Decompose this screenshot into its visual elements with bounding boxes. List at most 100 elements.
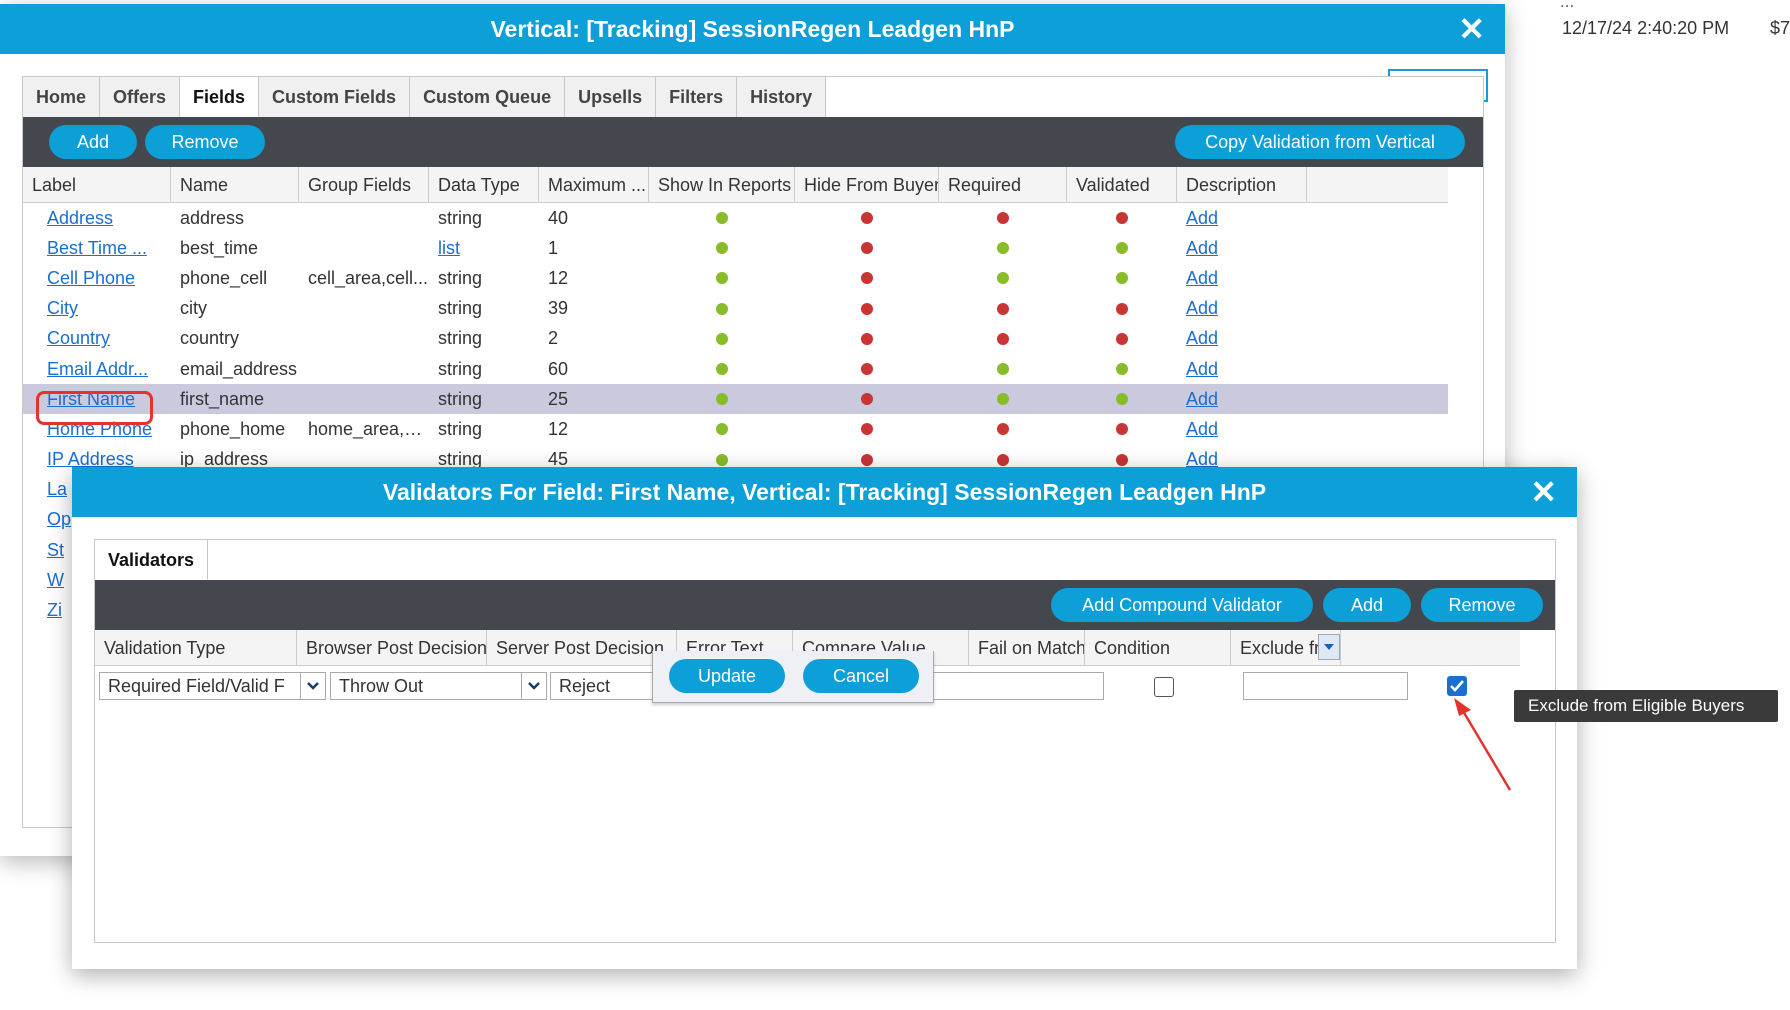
browser-post-decision-select[interactable]: Throw Out (330, 672, 522, 700)
green-status-dot-icon (716, 363, 728, 376)
validators-toolbar: Add Compound Validator Add Remove (95, 580, 1555, 630)
table-row[interactable]: Home Phone phone_home home_area,h... string… (23, 414, 1448, 444)
update-button[interactable]: Update (669, 659, 785, 693)
tab-filters[interactable]: Filters (656, 77, 738, 117)
add-field-button[interactable]: Add (49, 125, 137, 159)
description-add-link[interactable]: Add (1186, 388, 1219, 409)
column-header[interactable]: Name (171, 167, 299, 203)
remove-validator-button[interactable]: Remove (1421, 588, 1543, 622)
column-header[interactable]: Hide From Buyer (795, 167, 939, 203)
column-header[interactable]: Condition (1085, 630, 1231, 666)
description-add-link[interactable]: Add (1186, 418, 1219, 439)
red-status-dot-icon (861, 332, 873, 345)
field-label-link[interactable]: W (47, 569, 64, 590)
condition-input[interactable] (1243, 672, 1408, 700)
validators-window: Validators For Field: First Name, Vertic… (72, 467, 1577, 969)
column-header[interactable]: Show In Reports (649, 167, 795, 203)
tab-upsells[interactable]: Upsells (565, 77, 657, 117)
field-label-link[interactable]: Zi (47, 600, 62, 621)
table-row[interactable]: First Name first_name string 25 Add (23, 384, 1448, 415)
column-header-label: Server Post Decision (496, 638, 665, 658)
tab-validators[interactable]: Validators (95, 540, 209, 580)
table-row[interactable]: Best Time ... best_time list 1 Add (23, 233, 1448, 263)
tab-history[interactable]: History (737, 77, 827, 117)
column-header[interactable]: Description (1177, 167, 1307, 203)
column-header[interactable]: Label (23, 167, 171, 203)
column-header[interactable]: Validation Type (95, 630, 297, 666)
add-compound-validator-button[interactable]: Add Compound Validator (1051, 588, 1313, 622)
green-status-dot-icon (716, 423, 728, 436)
description-add-link[interactable]: Add (1186, 207, 1219, 228)
column-header[interactable]: Fail on Match (969, 630, 1085, 666)
table-row[interactable]: Cell Phone phone_cell cell_area,cell... str… (23, 263, 1448, 293)
validators-window-title: Validators For Field: First Name, Vertic… (382, 479, 1267, 505)
fail-on-match-checkbox[interactable] (1154, 677, 1174, 697)
green-status-dot-icon (1116, 272, 1128, 285)
green-status-dot-icon (1116, 363, 1128, 376)
column-header[interactable]: Validated (1067, 167, 1177, 203)
field-label-link[interactable]: La (47, 479, 68, 500)
validation-type-select[interactable]: Required Field/Valid F (99, 672, 301, 700)
red-status-dot-icon (1116, 212, 1128, 225)
field-type: string (438, 328, 483, 349)
description-add-link[interactable]: Add (1186, 237, 1219, 258)
green-status-dot-icon (716, 212, 728, 225)
description-add-link[interactable]: Add (1186, 267, 1219, 288)
column-header[interactable]: Group Fields (299, 167, 429, 203)
tab-offers[interactable]: Offers (100, 77, 181, 117)
first-name-highlight (36, 391, 153, 425)
table-row[interactable]: Email Addr... email_address string 60 Add (23, 354, 1448, 384)
field-name: first_name (180, 388, 265, 409)
column-header[interactable]: Server Post Decision (487, 630, 677, 666)
table-row[interactable]: Address address string 40 Add (23, 203, 1448, 233)
table-row[interactable]: IP Address ip_address string 45 Add (23, 445, 1448, 475)
description-add-link[interactable]: Add (1186, 358, 1219, 379)
description-add-link[interactable]: Add (1186, 328, 1219, 349)
field-label-link[interactable]: Cell Phone (47, 267, 136, 288)
column-menu-icon[interactable] (1318, 634, 1340, 660)
red-status-dot-icon (861, 212, 873, 225)
field-label-link[interactable]: Best Time ... (47, 237, 148, 258)
compare-value-input[interactable] (905, 672, 1104, 700)
tab-fields[interactable]: Fields (180, 77, 260, 117)
description-add-link[interactable]: Add (1186, 298, 1219, 319)
background-datetime: 12/17/24 2:40:20 PM (1562, 18, 1730, 38)
column-header[interactable]: Required (939, 167, 1067, 203)
field-type[interactable]: list (438, 237, 460, 258)
row-edit-bar: Update Cancel (652, 651, 934, 703)
exclude-checkbox[interactable] (1447, 676, 1467, 696)
red-status-dot-icon (861, 363, 873, 376)
field-label-link[interactable]: St (47, 539, 65, 560)
cancel-button[interactable]: Cancel (803, 659, 919, 693)
close-icon[interactable]: ✕ (1530, 474, 1557, 510)
field-name: email_address (180, 358, 298, 379)
table-row[interactable]: City city string 39 Add (23, 294, 1448, 324)
column-header[interactable]: Exclude fr.. (1231, 630, 1341, 666)
tab-home[interactable]: Home (23, 77, 101, 117)
tab-custom-fields[interactable]: Custom Fields (259, 77, 411, 117)
add-validator-button[interactable]: Add (1323, 588, 1411, 622)
field-type: string (438, 298, 483, 319)
chevron-down-icon[interactable] (300, 672, 326, 700)
column-header[interactable]: Maximum ... (539, 167, 649, 203)
field-label-link[interactable]: Country (47, 328, 111, 349)
column-header[interactable]: Browser Post Decision (297, 630, 487, 666)
chevron-down-icon[interactable] (521, 672, 547, 700)
field-name: country (180, 328, 240, 349)
red-status-dot-icon (1116, 332, 1128, 345)
field-label-link[interactable]: Op (47, 509, 72, 530)
close-icon[interactable]: ✕ (1458, 11, 1485, 47)
column-header[interactable]: Data Type (429, 167, 539, 203)
remove-field-button[interactable]: Remove (145, 125, 265, 159)
field-label-link[interactable]: Address (47, 207, 114, 228)
field-label-link[interactable]: City (47, 298, 78, 319)
copy-validation-button[interactable]: Copy Validation from Vertical (1175, 125, 1465, 159)
table-row[interactable]: Country country string 2 Add (23, 324, 1448, 354)
field-max: 12 (548, 418, 569, 439)
tab-custom-queue[interactable]: Custom Queue (410, 77, 566, 117)
validators-panel: Validators Add Compound Validator Add Re… (94, 539, 1556, 943)
field-name: phone_home (180, 418, 286, 439)
red-status-dot-icon (997, 332, 1009, 345)
background-amount: $7 (1770, 18, 1790, 38)
field-label-link[interactable]: Email Addr... (47, 358, 149, 379)
